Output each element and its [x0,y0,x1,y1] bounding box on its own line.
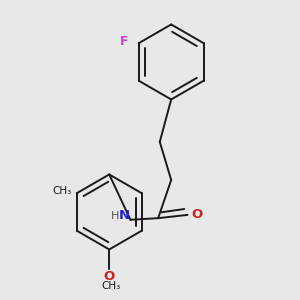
Text: N: N [119,209,130,222]
Text: F: F [120,35,128,48]
Text: CH₃: CH₃ [101,281,121,291]
Text: H: H [111,211,119,221]
Text: CH₃: CH₃ [52,186,72,196]
Text: O: O [103,270,115,283]
Text: O: O [191,208,202,221]
